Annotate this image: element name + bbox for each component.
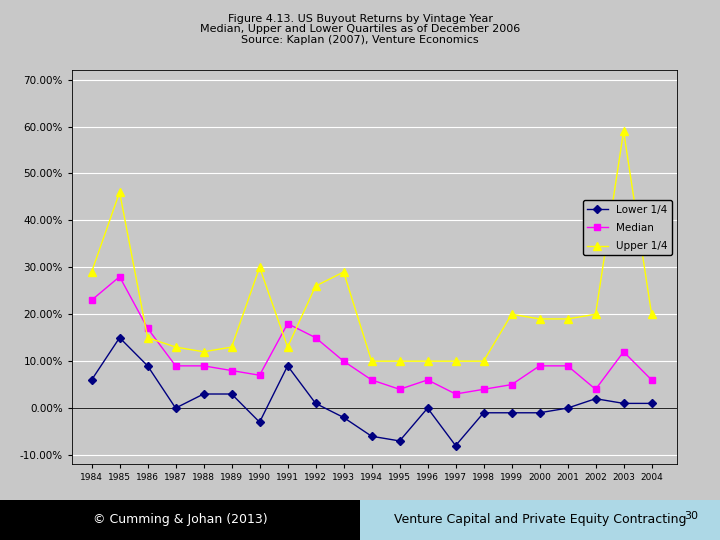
Upper 1/4	[619, 128, 628, 134]
Lower 1/4	[619, 400, 628, 407]
Upper 1/4	[339, 269, 348, 275]
Lower 1/4	[87, 377, 96, 383]
Upper 1/4	[311, 283, 320, 289]
Median	[423, 377, 432, 383]
Lower 1/4	[143, 363, 152, 369]
Lower 1/4	[339, 414, 348, 421]
Upper 1/4	[87, 269, 96, 275]
Upper 1/4	[228, 344, 236, 350]
Text: Figure 4.13. US Buyout Returns by Vintage Year: Figure 4.13. US Buyout Returns by Vintag…	[228, 14, 492, 24]
Median	[451, 391, 460, 397]
Lower 1/4	[563, 405, 572, 411]
Median	[480, 386, 488, 393]
Upper 1/4	[508, 311, 516, 318]
Lower 1/4	[283, 363, 292, 369]
Upper 1/4	[647, 311, 656, 318]
Lower 1/4	[228, 391, 236, 397]
Median	[311, 334, 320, 341]
Lower 1/4	[311, 400, 320, 407]
Median	[647, 377, 656, 383]
Median	[256, 372, 264, 379]
Lower 1/4	[423, 405, 432, 411]
Median	[143, 325, 152, 332]
Upper 1/4	[480, 358, 488, 365]
Upper 1/4	[591, 311, 600, 318]
Lower 1/4	[367, 433, 376, 440]
Upper 1/4	[423, 358, 432, 365]
Text: 30: 30	[685, 511, 698, 521]
Median	[115, 273, 124, 280]
Lower 1/4	[591, 395, 600, 402]
Lower 1/4	[115, 334, 124, 341]
Line: Upper 1/4: Upper 1/4	[87, 127, 656, 366]
Lower 1/4	[451, 442, 460, 449]
Lower 1/4	[508, 409, 516, 416]
Text: © Cumming & Johan (2013): © Cumming & Johan (2013)	[93, 513, 267, 526]
Upper 1/4	[115, 189, 124, 195]
Median	[619, 348, 628, 355]
Median	[87, 297, 96, 303]
Lower 1/4	[199, 391, 208, 397]
Upper 1/4	[171, 344, 180, 350]
Upper 1/4	[283, 344, 292, 350]
Lower 1/4	[647, 400, 656, 407]
Legend: Lower 1/4, Median, Upper 1/4: Lower 1/4, Median, Upper 1/4	[582, 200, 672, 255]
Upper 1/4	[367, 358, 376, 365]
Lower 1/4	[480, 409, 488, 416]
Upper 1/4	[451, 358, 460, 365]
Median	[228, 367, 236, 374]
Upper 1/4	[256, 264, 264, 271]
Median	[591, 386, 600, 393]
Text: Median, Upper and Lower Quartiles as of December 2006: Median, Upper and Lower Quartiles as of …	[200, 24, 520, 35]
Upper 1/4	[199, 348, 208, 355]
Upper 1/4	[563, 316, 572, 322]
Median	[339, 358, 348, 365]
Median	[395, 386, 404, 393]
Median	[199, 363, 208, 369]
Median	[171, 363, 180, 369]
Lower 1/4	[395, 438, 404, 444]
Upper 1/4	[535, 316, 544, 322]
Median	[508, 381, 516, 388]
Line: Lower 1/4: Lower 1/4	[89, 335, 654, 448]
Median	[563, 363, 572, 369]
Text: Source: Kaplan (2007), Venture Economics: Source: Kaplan (2007), Venture Economics	[241, 35, 479, 45]
Line: Median: Median	[88, 273, 655, 397]
Upper 1/4	[395, 358, 404, 365]
Median	[535, 363, 544, 369]
Text: Venture Capital and Private Equity Contracting: Venture Capital and Private Equity Contr…	[394, 513, 686, 526]
Lower 1/4	[256, 419, 264, 426]
Lower 1/4	[535, 409, 544, 416]
Upper 1/4	[143, 334, 152, 341]
Median	[283, 320, 292, 327]
Lower 1/4	[171, 405, 180, 411]
Median	[367, 377, 376, 383]
